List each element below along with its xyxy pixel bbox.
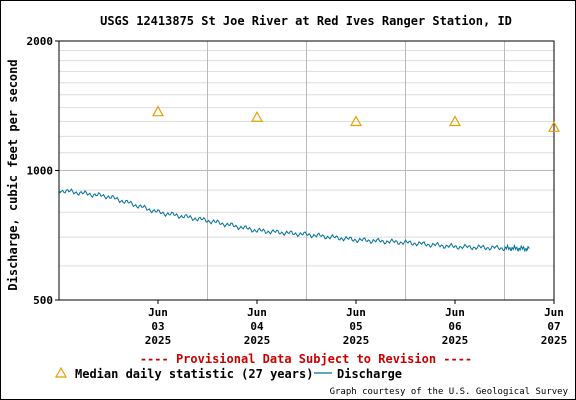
x-tick-label: Jun xyxy=(544,306,564,319)
x-tick-label: 2025 xyxy=(343,334,370,347)
x-tick-label: 03 xyxy=(151,320,164,333)
x-tick-label: 2025 xyxy=(442,334,469,347)
x-tick-label: 05 xyxy=(349,320,362,333)
x-tick-label: 2025 xyxy=(541,334,568,347)
median-marker xyxy=(349,115,363,127)
legend-discharge-label: Discharge xyxy=(337,367,402,381)
legend: Median daily statistic (27 years) Discha… xyxy=(54,366,402,381)
graph-credit: Graph courtesy of the U.S. Geological Su… xyxy=(330,387,569,397)
x-tick-label: Jun xyxy=(445,306,465,319)
median-marker xyxy=(547,121,561,132)
x-tick-label: Jun xyxy=(346,306,366,319)
x-tick-label: 04 xyxy=(250,320,264,333)
x-tick-label: Jun xyxy=(247,306,267,319)
chart-title: USGS 12413875 St Joe River at Red Ives R… xyxy=(100,14,512,28)
median-marker xyxy=(151,105,165,117)
y-tick-label: 2000 xyxy=(27,35,54,48)
x-tick-label: 2025 xyxy=(145,334,172,347)
legend-median-marker xyxy=(54,366,68,378)
x-tick-label: Jun xyxy=(148,306,168,319)
discharge-line xyxy=(58,188,530,253)
series-layer xyxy=(58,105,561,253)
median-marker xyxy=(250,110,264,122)
provisional-note: ---- Provisional Data Subject to Revisio… xyxy=(140,352,472,366)
x-axis-ticks: Jun032025Jun042025Jun052025Jun062025Jun0… xyxy=(145,300,568,347)
median-marker xyxy=(448,115,462,127)
y-tick-label: 1000 xyxy=(27,165,54,178)
legend-median-label: Median daily statistic (27 years) xyxy=(75,367,313,381)
grid-lines xyxy=(59,40,554,301)
y-tick-label: 500 xyxy=(33,294,53,307)
x-tick-label: 2025 xyxy=(244,334,271,347)
x-tick-label: 06 xyxy=(448,320,462,333)
x-tick-label: 07 xyxy=(547,320,560,333)
y-axis-ticks: 500 1000 2000 xyxy=(27,35,59,307)
y-axis-label: Discharge, cubic feet per second xyxy=(6,59,20,290)
